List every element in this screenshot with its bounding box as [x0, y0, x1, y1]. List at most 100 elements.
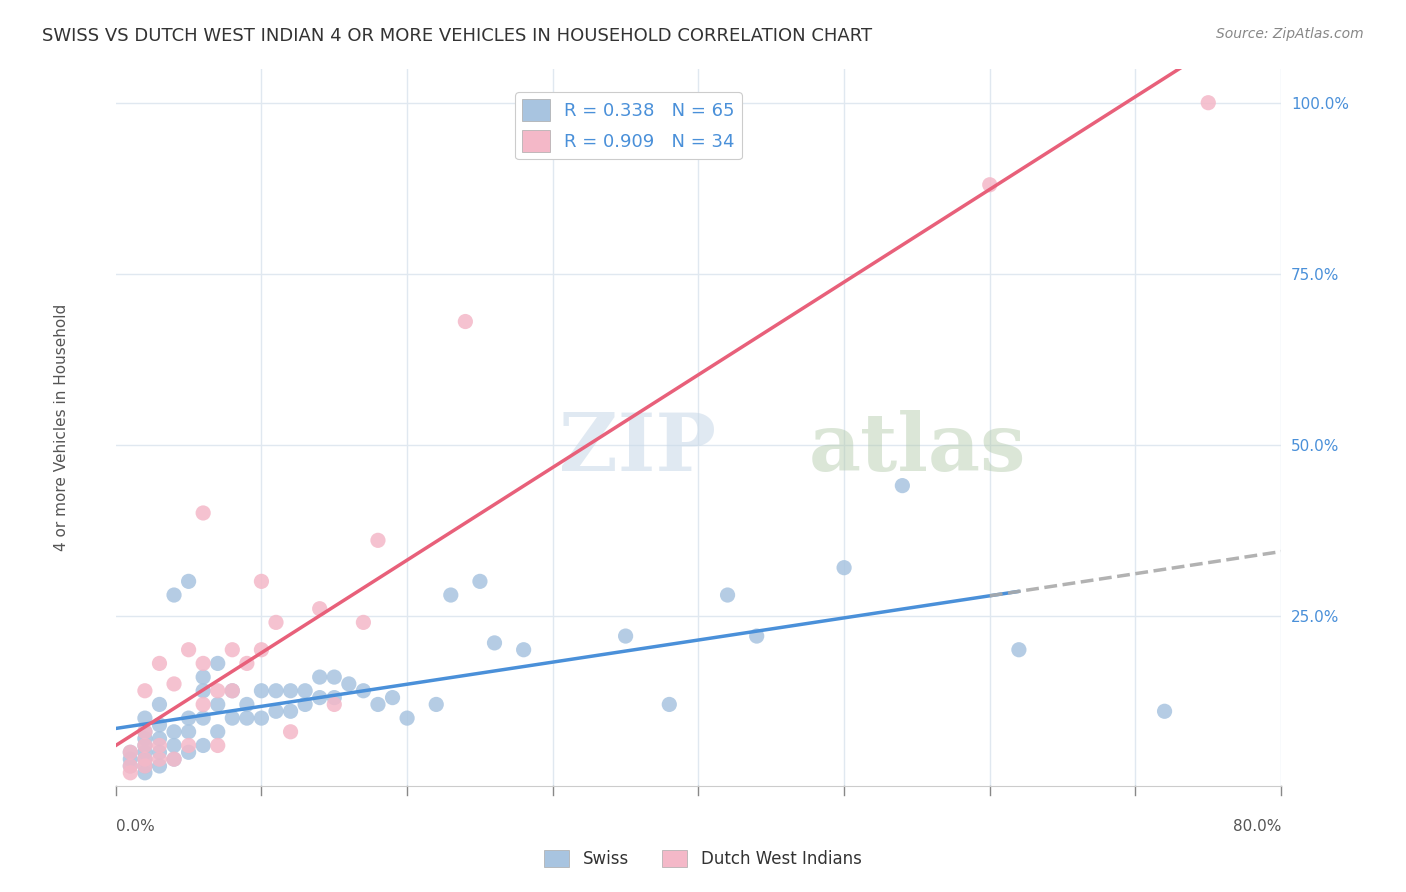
Point — [134, 765, 156, 780]
Point — [250, 711, 273, 725]
Point — [221, 683, 243, 698]
Point — [163, 677, 186, 691]
Point — [484, 636, 506, 650]
Point — [294, 683, 316, 698]
Point — [264, 704, 287, 718]
Point — [148, 752, 170, 766]
Point — [148, 745, 170, 759]
Point — [163, 752, 186, 766]
Point — [221, 711, 243, 725]
Text: ZIP: ZIP — [558, 410, 716, 488]
Text: atlas: atlas — [808, 410, 1026, 488]
Point — [236, 711, 259, 725]
Point — [294, 698, 316, 712]
Point — [134, 724, 156, 739]
Point — [120, 759, 142, 773]
Point — [120, 745, 142, 759]
Point — [191, 739, 214, 753]
Point — [323, 670, 346, 684]
Point — [134, 724, 156, 739]
Point — [120, 752, 142, 766]
Point — [177, 711, 200, 725]
Point — [979, 178, 1001, 192]
Text: 0.0%: 0.0% — [115, 819, 155, 834]
Point — [177, 739, 200, 753]
Point — [177, 745, 200, 759]
Point — [337, 677, 360, 691]
Point — [323, 690, 346, 705]
Point — [207, 683, 229, 698]
Point — [221, 683, 243, 698]
Point — [134, 711, 156, 725]
Point — [134, 759, 156, 773]
Point — [1008, 642, 1031, 657]
Point — [440, 588, 463, 602]
Point — [614, 629, 637, 643]
Point — [191, 698, 214, 712]
Point — [280, 704, 302, 718]
Point — [134, 759, 156, 773]
Point — [120, 765, 142, 780]
Point — [308, 690, 330, 705]
Legend: Swiss, Dutch West Indians: Swiss, Dutch West Indians — [537, 843, 869, 875]
Point — [120, 745, 142, 759]
Point — [191, 670, 214, 684]
Point — [280, 724, 302, 739]
Point — [148, 698, 170, 712]
Point — [163, 588, 186, 602]
Point — [308, 670, 330, 684]
Y-axis label: 4 or more Vehicles in Household: 4 or more Vehicles in Household — [55, 304, 69, 551]
Point — [264, 683, 287, 698]
Point — [177, 642, 200, 657]
Point — [658, 698, 681, 712]
Point — [367, 698, 389, 712]
Point — [120, 759, 142, 773]
Point — [1153, 704, 1175, 718]
Legend: R = 0.338   N = 65, R = 0.909   N = 34: R = 0.338 N = 65, R = 0.909 N = 34 — [515, 92, 742, 160]
Point — [264, 615, 287, 630]
Point — [425, 698, 447, 712]
Text: Source: ZipAtlas.com: Source: ZipAtlas.com — [1216, 27, 1364, 41]
Point — [396, 711, 419, 725]
Point — [512, 642, 534, 657]
Point — [308, 601, 330, 615]
Point — [148, 739, 170, 753]
Point — [745, 629, 768, 643]
Point — [1197, 95, 1219, 110]
Point — [381, 690, 404, 705]
Point — [148, 731, 170, 746]
Point — [236, 657, 259, 671]
Point — [134, 731, 156, 746]
Point — [250, 683, 273, 698]
Point — [352, 615, 374, 630]
Point — [280, 683, 302, 698]
Point — [191, 506, 214, 520]
Point — [191, 683, 214, 698]
Point — [134, 752, 156, 766]
Point — [148, 718, 170, 732]
Point — [250, 642, 273, 657]
Point — [352, 683, 374, 698]
Point — [134, 739, 156, 753]
Point — [134, 745, 156, 759]
Point — [163, 752, 186, 766]
Point — [221, 642, 243, 657]
Point — [891, 478, 914, 492]
Point — [832, 560, 855, 574]
Point — [236, 698, 259, 712]
Point — [134, 739, 156, 753]
Point — [163, 724, 186, 739]
Point — [191, 657, 214, 671]
Point — [454, 314, 477, 328]
Point — [207, 698, 229, 712]
Point — [191, 711, 214, 725]
Point — [207, 657, 229, 671]
Point — [207, 739, 229, 753]
Point — [323, 698, 346, 712]
Point — [163, 739, 186, 753]
Point — [177, 574, 200, 589]
Point — [177, 724, 200, 739]
Point — [134, 683, 156, 698]
Point — [468, 574, 491, 589]
Point — [367, 533, 389, 548]
